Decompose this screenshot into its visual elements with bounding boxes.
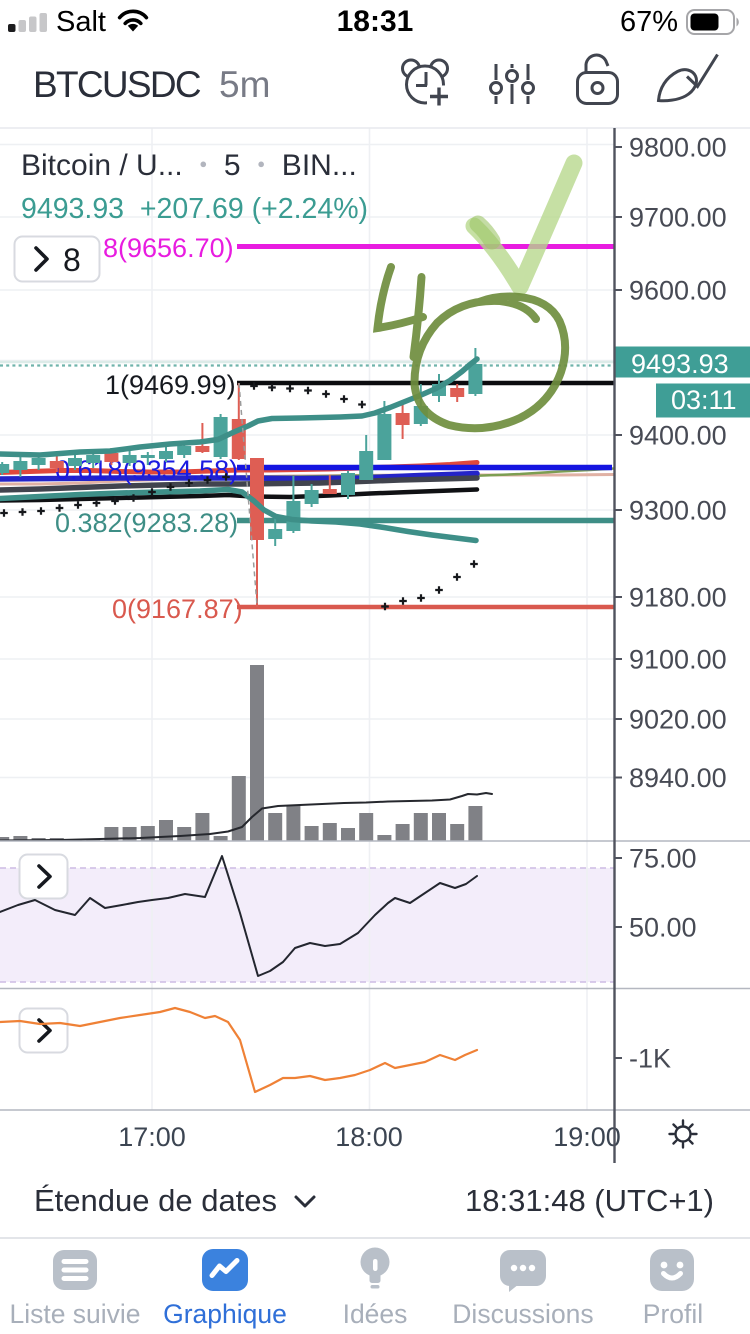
svg-text:0(9167.87): 0(9167.87) bbox=[112, 594, 243, 624]
svg-text:9180.00: 9180.00 bbox=[629, 583, 727, 613]
svg-text:18:00: 18:00 bbox=[335, 1122, 403, 1152]
svg-text:0.382(9283.28): 0.382(9283.28) bbox=[55, 508, 238, 538]
svg-text:8(9656.70): 8(9656.70) bbox=[103, 233, 234, 263]
svg-text:8940.00: 8940.00 bbox=[629, 763, 727, 793]
svg-text:17:00: 17:00 bbox=[118, 1122, 186, 1152]
svg-text:1(9469.99): 1(9469.99) bbox=[105, 370, 236, 400]
svg-text:9300.00: 9300.00 bbox=[629, 496, 727, 526]
svg-text:9020.00: 9020.00 bbox=[629, 705, 727, 735]
svg-text:75.00: 75.00 bbox=[629, 844, 697, 874]
svg-text:9100.00: 9100.00 bbox=[629, 645, 727, 675]
svg-text:-1K: -1K bbox=[629, 1044, 671, 1074]
svg-text:9600.00: 9600.00 bbox=[629, 276, 727, 306]
svg-text:03:11: 03:11 bbox=[671, 385, 737, 415]
svg-text:8: 8 bbox=[63, 242, 81, 278]
svg-text:9800.00: 9800.00 bbox=[629, 133, 727, 163]
svg-text:9493.93: 9493.93 bbox=[631, 349, 729, 379]
svg-text:9700.00: 9700.00 bbox=[629, 203, 727, 233]
svg-text:50.00: 50.00 bbox=[629, 913, 697, 943]
svg-text:19:00: 19:00 bbox=[553, 1122, 621, 1152]
svg-text:9400.00: 9400.00 bbox=[629, 421, 727, 451]
